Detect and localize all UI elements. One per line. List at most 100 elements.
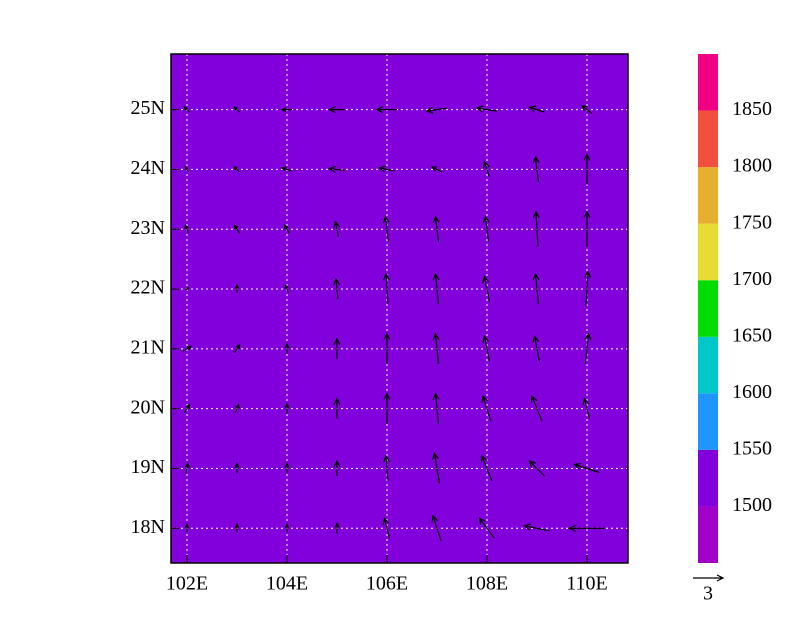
wind-vector bbox=[233, 165, 240, 173]
wind-vector bbox=[532, 155, 540, 183]
wind-vector bbox=[280, 107, 292, 113]
x-tick-label: 106E bbox=[366, 573, 408, 595]
x-tick-label: 110E bbox=[566, 573, 607, 595]
wind-vector bbox=[233, 224, 241, 234]
colorbar-label: 1600 bbox=[732, 381, 772, 403]
wind-vector bbox=[184, 165, 190, 173]
wind-vector bbox=[583, 210, 591, 247]
wind-vector bbox=[184, 462, 190, 474]
wind-vector bbox=[184, 522, 190, 533]
wind-vector bbox=[184, 223, 190, 234]
wind-vector bbox=[582, 397, 591, 419]
wind-vector bbox=[284, 342, 290, 354]
x-tick-label: 108E bbox=[466, 573, 508, 595]
wind-vector bbox=[480, 454, 493, 482]
wind-vector bbox=[432, 392, 440, 424]
wind-vector bbox=[378, 165, 395, 173]
wind-vector bbox=[183, 106, 190, 113]
wind-vector bbox=[333, 459, 341, 476]
wind-vector bbox=[482, 335, 491, 362]
wind-vector bbox=[478, 517, 495, 539]
colorbar-segment bbox=[698, 280, 718, 337]
colorbar-label: 1650 bbox=[732, 324, 772, 346]
wind-vector bbox=[584, 270, 592, 307]
wind-vector bbox=[382, 272, 390, 305]
wind-vector bbox=[234, 403, 240, 413]
colorbar-segment bbox=[698, 506, 718, 563]
y-tick-label: 23N bbox=[131, 217, 165, 239]
wind-vector bbox=[333, 397, 341, 419]
colorbar-segment bbox=[698, 393, 718, 450]
wind-vector bbox=[233, 343, 241, 354]
colorbar-segment bbox=[698, 449, 718, 507]
wind-vector bbox=[383, 392, 391, 424]
field-fill bbox=[171, 54, 628, 563]
y-tick-label: 18N bbox=[131, 516, 165, 538]
reference-vector bbox=[693, 574, 725, 582]
wind-vector bbox=[583, 153, 591, 185]
wind-vector bbox=[333, 220, 341, 237]
wind-vector bbox=[528, 105, 545, 113]
colorbar-label: 1800 bbox=[732, 155, 772, 177]
wind-vector bbox=[475, 105, 498, 113]
wind-vector bbox=[328, 165, 345, 173]
wind-vector bbox=[333, 337, 341, 359]
wind-vector bbox=[284, 402, 290, 414]
wind-vector bbox=[234, 283, 240, 294]
wind-vector bbox=[382, 454, 390, 482]
y-tick-label: 21N bbox=[131, 336, 165, 358]
reference-label: 3 bbox=[703, 583, 713, 605]
y-tick-label: 20N bbox=[131, 396, 165, 418]
colorbar-label: 1550 bbox=[732, 437, 772, 459]
colorbar-segment bbox=[698, 336, 718, 394]
wind-vector bbox=[482, 275, 491, 302]
y-tick-label: 24N bbox=[131, 157, 165, 179]
x-tick-label: 102E bbox=[166, 573, 208, 595]
wind-vector bbox=[431, 452, 441, 484]
y-tick-label: 19N bbox=[131, 456, 165, 478]
wind-vector bbox=[573, 462, 600, 474]
colorbar-label: 1850 bbox=[732, 98, 772, 120]
wind-vector bbox=[532, 210, 540, 247]
y-tick-label: 25N bbox=[131, 97, 165, 119]
colorbar-label: 1700 bbox=[732, 268, 772, 290]
wind-vector bbox=[482, 215, 490, 242]
wind-vector bbox=[532, 335, 541, 362]
wind-vector bbox=[431, 514, 442, 541]
colorbar-label: 1500 bbox=[732, 494, 772, 516]
wind-vector bbox=[284, 522, 290, 533]
wind-vector bbox=[530, 394, 543, 422]
wind-vector bbox=[432, 215, 440, 242]
wind-vector bbox=[523, 523, 550, 532]
wind-vector bbox=[284, 462, 290, 474]
wind-vector bbox=[185, 286, 190, 291]
wind-vector bbox=[234, 522, 240, 533]
wind-vector bbox=[334, 521, 340, 534]
wind-vector bbox=[383, 332, 391, 364]
wind-vector bbox=[580, 104, 593, 115]
wind-vector bbox=[283, 224, 291, 234]
colorbar-segment bbox=[698, 110, 718, 168]
wind-vector bbox=[528, 460, 545, 477]
wind-vector bbox=[382, 215, 390, 242]
map-frame bbox=[170, 53, 629, 564]
wind-vector bbox=[183, 403, 191, 414]
y-tick-label: 22N bbox=[131, 277, 165, 299]
x-tick-label: 104E bbox=[266, 573, 308, 595]
wind-vector bbox=[568, 524, 605, 532]
wind-vector bbox=[425, 106, 448, 114]
colorbar-segment bbox=[698, 167, 718, 224]
wind-vector bbox=[584, 332, 592, 364]
wind-vector bbox=[432, 332, 440, 364]
colorbar-segment bbox=[698, 54, 718, 111]
colorbar-label: 1750 bbox=[732, 211, 772, 233]
wind-vector bbox=[532, 272, 540, 305]
wind-vector bbox=[432, 272, 440, 305]
wind-vector bbox=[182, 345, 193, 352]
wind-vector bbox=[375, 106, 397, 114]
wind-vector bbox=[233, 106, 240, 113]
colorbar-segment bbox=[698, 223, 718, 281]
wind-vector bbox=[328, 106, 345, 114]
wind-vector bbox=[481, 394, 492, 422]
